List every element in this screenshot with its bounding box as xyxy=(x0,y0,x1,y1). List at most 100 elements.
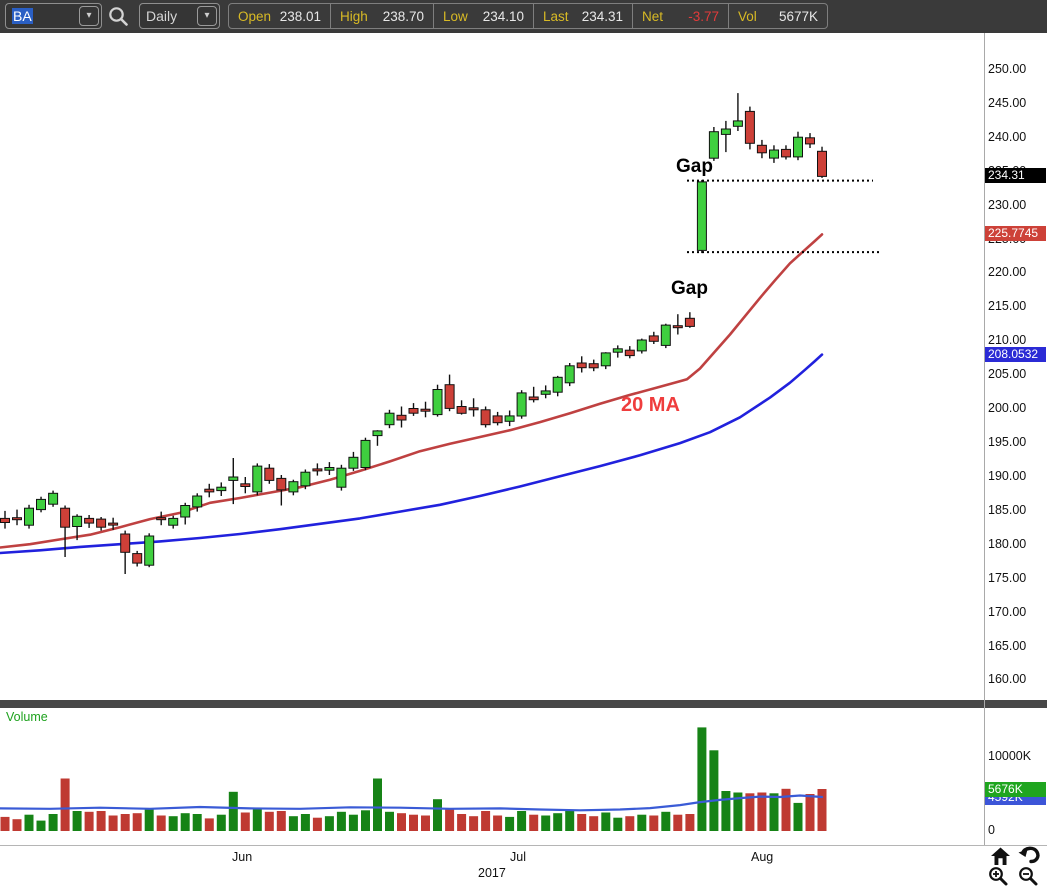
volume-bar-down xyxy=(421,815,430,831)
volume-bar-down xyxy=(156,815,166,831)
volume-bar-up xyxy=(613,817,623,831)
quote-open: Open 238.01 xyxy=(229,4,331,28)
ma50-line xyxy=(0,353,824,555)
volume-bar-up xyxy=(433,799,442,831)
home-button[interactable] xyxy=(990,847,1011,866)
month-label-jul: Jul xyxy=(510,850,526,864)
volume-bar-up xyxy=(24,814,34,831)
candle-up xyxy=(300,471,311,487)
candle-down xyxy=(12,517,22,521)
price-tick: 200.00 xyxy=(988,401,1027,416)
candle-up xyxy=(168,517,179,526)
volume-bar-down xyxy=(312,817,322,831)
undo-button[interactable] xyxy=(1018,846,1042,866)
volume-bar-up xyxy=(565,810,575,831)
zoom-in-button[interactable] xyxy=(988,866,1010,888)
candle-up xyxy=(564,365,575,384)
volume-bar-down xyxy=(457,814,467,831)
volume-bar-up xyxy=(252,808,262,831)
symbol-dropdown-button[interactable]: ▾ xyxy=(79,6,99,26)
volume-bar-down xyxy=(745,793,755,831)
pane-splitter[interactable] xyxy=(0,700,1047,708)
candle-up xyxy=(660,324,671,346)
open-label: Open xyxy=(238,8,272,24)
candle-down xyxy=(756,144,767,154)
volume-bar-down xyxy=(625,816,635,831)
candle-up xyxy=(600,352,611,367)
candle-down xyxy=(528,396,539,401)
candle-down xyxy=(408,408,419,414)
volume-bar-up xyxy=(192,814,202,831)
candle-up xyxy=(516,392,527,417)
volume-bar-down xyxy=(204,818,214,831)
zoom-out-button[interactable] xyxy=(1018,866,1040,888)
candle-down xyxy=(108,522,119,526)
timeframe-combo[interactable]: Daily ▾ xyxy=(139,3,220,29)
net-label: Net xyxy=(642,8,664,24)
volume-tick: 0 xyxy=(988,823,995,837)
candle-up xyxy=(432,389,443,416)
candle-up xyxy=(192,495,203,508)
volume-bar-down xyxy=(132,813,142,831)
volume-bar-down xyxy=(120,814,130,831)
symbol-combo[interactable]: BA ▾ xyxy=(5,3,102,29)
volume-bar-down xyxy=(757,792,767,831)
volume-bar-up xyxy=(793,802,803,831)
volume-bars xyxy=(0,727,827,831)
candle-up xyxy=(72,515,83,527)
volume-pane-label: Volume xyxy=(6,710,48,724)
gap-annotation-lower: Gap xyxy=(671,278,708,299)
volume-bar-down xyxy=(649,815,659,831)
toolbar: BA ▾ Daily ▾ Open 238.01 High 238.70 Low… xyxy=(0,0,1047,33)
candle-up xyxy=(720,128,731,135)
open-value: 238.01 xyxy=(279,8,321,24)
quote-net: Net -3.77 xyxy=(633,4,729,28)
volume-bar-up xyxy=(36,820,46,831)
candle-up xyxy=(696,181,707,251)
candle-up xyxy=(504,415,515,422)
candle-up xyxy=(216,486,227,492)
candle-up xyxy=(336,467,347,488)
volume-bar-down xyxy=(96,811,106,831)
symbol-input[interactable]: BA xyxy=(6,8,79,24)
volume-bar-up xyxy=(72,811,82,831)
volume-bar-down xyxy=(84,811,94,831)
volume-bar-up xyxy=(361,810,370,831)
high-label: High xyxy=(340,8,368,24)
price-tick: 230.00 xyxy=(988,197,1027,212)
volume-bar-up xyxy=(228,791,238,831)
last-label: Last xyxy=(543,8,569,24)
candle-up xyxy=(36,498,46,511)
price-badge: 208.0532 xyxy=(985,346,1046,362)
candle-down xyxy=(120,533,131,553)
volume-bar-down xyxy=(493,815,503,831)
price-tick: 220.00 xyxy=(988,265,1027,280)
candle-up xyxy=(24,507,34,526)
net-value: -3.77 xyxy=(688,8,719,24)
price-tick: 165.00 xyxy=(988,638,1027,653)
volume-bar-down xyxy=(805,794,815,831)
ma20-line xyxy=(0,233,824,549)
volume-bar-up xyxy=(505,816,515,831)
volume-bar-down xyxy=(0,816,10,831)
volume-bar-up xyxy=(769,793,779,831)
low-value: 234.10 xyxy=(482,8,524,24)
timeframe-dropdown-button[interactable]: ▾ xyxy=(197,6,217,26)
candle-down xyxy=(0,517,10,524)
candle-down xyxy=(456,406,467,414)
candle-down xyxy=(672,325,683,329)
volume-bar-down xyxy=(409,814,418,831)
volume-bar-up xyxy=(288,816,298,831)
candle-down xyxy=(684,317,695,327)
search-icon[interactable] xyxy=(107,5,130,28)
month-label-aug: Aug xyxy=(751,850,774,864)
ma20-annotation: 20 MA xyxy=(621,394,680,416)
volume-bar-up xyxy=(709,750,719,831)
volume-bar-up xyxy=(180,813,190,831)
quote-group: Open 238.01 High 238.70 Low 234.10 Last … xyxy=(228,3,828,29)
candles xyxy=(0,93,827,574)
candle-up xyxy=(48,492,59,505)
volume-bar-up xyxy=(168,816,178,831)
